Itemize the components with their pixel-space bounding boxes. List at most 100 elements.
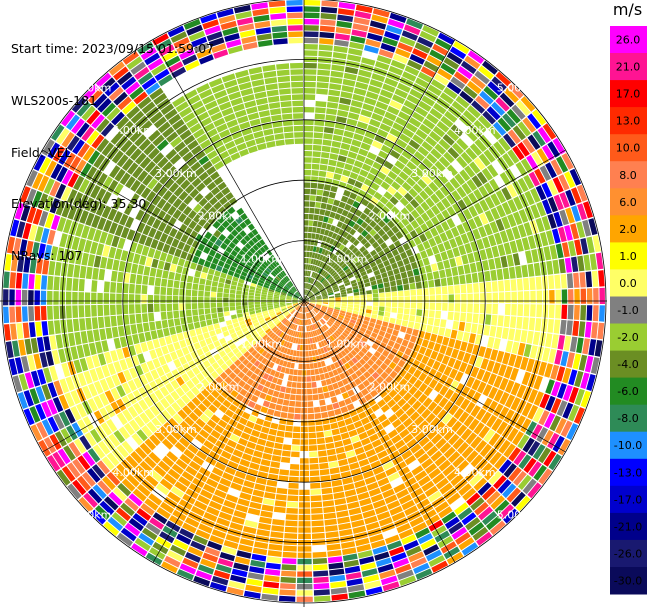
range-gate bbox=[327, 310, 333, 314]
colorbar-tick-label: 0.0 bbox=[619, 277, 637, 290]
range-gate bbox=[176, 569, 194, 581]
range-gate bbox=[125, 216, 135, 229]
range-gate bbox=[512, 125, 526, 141]
range-gate bbox=[292, 317, 296, 323]
range-gate bbox=[84, 292, 91, 305]
range-gate bbox=[366, 172, 376, 182]
range-gate bbox=[308, 331, 312, 338]
range-gate bbox=[63, 219, 73, 234]
range-gate bbox=[319, 276, 324, 282]
range-gate bbox=[314, 595, 331, 602]
range-gate bbox=[443, 259, 451, 269]
range-gate bbox=[281, 291, 287, 295]
range-gate bbox=[446, 81, 462, 95]
range-gate bbox=[362, 379, 371, 388]
range-gate bbox=[343, 559, 359, 568]
range-gate bbox=[174, 318, 181, 326]
range-gate bbox=[390, 347, 398, 356]
range-gate bbox=[394, 273, 402, 280]
range-gate bbox=[163, 224, 173, 235]
range-gate bbox=[287, 294, 293, 297]
range-gate bbox=[498, 459, 512, 474]
range-gate bbox=[157, 260, 165, 270]
range-gate bbox=[411, 465, 424, 476]
range-gate bbox=[340, 308, 347, 312]
range-gate bbox=[510, 397, 521, 411]
range-gate bbox=[434, 235, 443, 245]
range-gate bbox=[353, 17, 370, 26]
range-gate bbox=[460, 151, 473, 165]
range-gate bbox=[222, 399, 232, 408]
range-gate bbox=[385, 201, 395, 210]
range-gate bbox=[256, 312, 262, 316]
range-gate bbox=[154, 286, 160, 295]
range-gate bbox=[255, 477, 267, 485]
range-gate bbox=[123, 422, 136, 436]
range-gate bbox=[131, 355, 140, 367]
range-gate bbox=[3, 289, 9, 306]
range-gate bbox=[248, 415, 258, 423]
range-gate bbox=[315, 374, 321, 381]
range-gate bbox=[298, 363, 303, 370]
range-gate bbox=[241, 366, 249, 374]
range-gate bbox=[274, 384, 281, 392]
range-gate bbox=[243, 351, 251, 358]
range-gate bbox=[167, 468, 181, 480]
range-gate bbox=[340, 310, 346, 314]
range-gate bbox=[422, 424, 434, 436]
range-gate bbox=[314, 349, 319, 356]
range-gate bbox=[399, 378, 408, 387]
range-gate bbox=[43, 336, 51, 351]
range-gate bbox=[503, 315, 511, 328]
range-gate bbox=[227, 460, 239, 470]
range-gate bbox=[228, 254, 235, 261]
range-gate bbox=[479, 462, 493, 477]
range-gate bbox=[213, 323, 221, 330]
range-gate bbox=[136, 484, 151, 497]
range-gate bbox=[50, 163, 63, 180]
range-gate bbox=[271, 356, 278, 363]
range-gate bbox=[103, 521, 120, 536]
range-gate bbox=[389, 317, 396, 324]
range-gate bbox=[344, 281, 351, 287]
range-gate bbox=[520, 158, 533, 174]
range-gate bbox=[374, 505, 388, 515]
range-gate bbox=[498, 280, 505, 292]
range-gate bbox=[203, 202, 213, 212]
range-gate bbox=[389, 12, 407, 23]
range-gate bbox=[276, 365, 282, 372]
range-gate bbox=[495, 190, 507, 204]
range-gate bbox=[389, 505, 403, 516]
range-gate bbox=[243, 480, 255, 489]
range-gate bbox=[450, 473, 464, 487]
range-gate bbox=[262, 400, 271, 408]
range-gate bbox=[61, 169, 74, 185]
range-gate bbox=[193, 214, 202, 223]
range-gate bbox=[455, 256, 463, 266]
range-gate bbox=[338, 458, 349, 467]
range-gate bbox=[362, 103, 375, 112]
range-gate bbox=[281, 306, 287, 310]
range-gate bbox=[178, 223, 188, 233]
range-gate bbox=[259, 378, 267, 386]
range-gate bbox=[72, 305, 79, 318]
range-gate bbox=[316, 297, 322, 299]
range-gate bbox=[306, 325, 309, 332]
range-gate bbox=[551, 334, 559, 349]
range-gate bbox=[68, 332, 76, 347]
range-gate bbox=[185, 517, 200, 528]
range-gate bbox=[120, 139, 133, 153]
range-gate bbox=[310, 369, 315, 376]
range-gate bbox=[66, 277, 73, 291]
range-gate bbox=[233, 272, 240, 279]
range-gate bbox=[211, 362, 220, 370]
range-gate bbox=[191, 296, 198, 303]
range-gate bbox=[208, 356, 216, 365]
range-gate bbox=[309, 207, 315, 214]
range-gate bbox=[57, 448, 71, 465]
velocity-colorbar: 26.021.017.013.010.08.06.02.01.00.0-1.0-… bbox=[610, 26, 647, 595]
range-gate bbox=[224, 346, 232, 354]
range-gate bbox=[235, 298, 242, 302]
range-gate bbox=[166, 311, 173, 320]
range-gate bbox=[70, 346, 79, 360]
